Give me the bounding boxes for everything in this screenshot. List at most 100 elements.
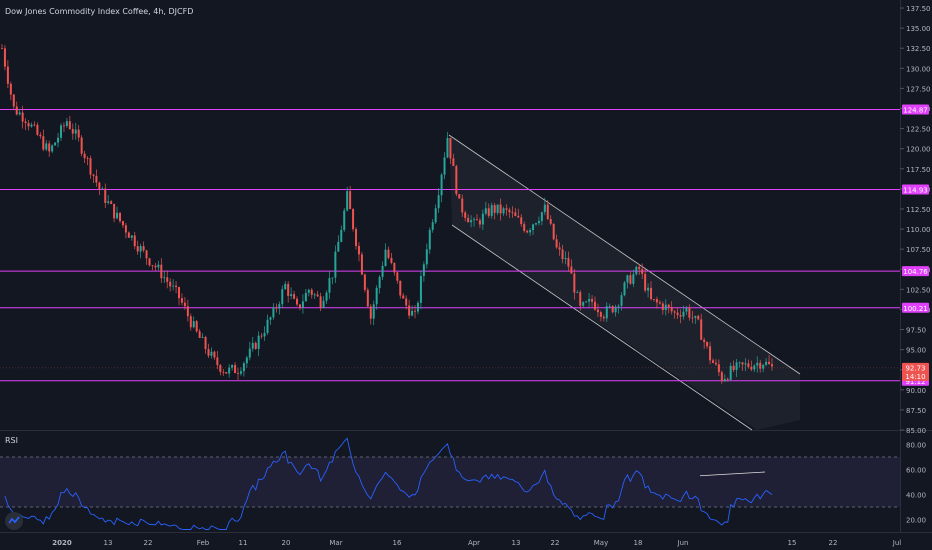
candle-body [163,277,166,279]
candle-body [617,305,620,307]
candle-body [104,188,107,203]
candle-body [1,48,3,50]
time-tick-label: 13 [104,539,113,547]
candle-body [254,342,257,349]
candle-body [732,365,735,371]
candle-body [602,316,605,319]
price-tick-label: 95.00 [906,347,926,355]
rsi-tick-label: 20.00 [906,517,926,525]
price-tick-label: 97.50 [906,327,926,335]
candle-body [151,265,154,267]
candle-body [555,239,558,248]
candle-body [685,307,688,312]
candle-body [154,265,157,268]
candle-body [750,366,753,370]
candle-body [611,306,614,313]
candle-body [169,281,172,287]
candle-body [676,312,679,316]
candle-body [360,254,363,275]
current-price-tag [902,362,929,381]
candle-body [284,283,287,290]
candle-body [484,208,487,214]
candle-body [626,275,629,283]
candle-body [771,364,773,367]
candle-body [729,365,732,380]
candle-body [396,272,399,281]
candle-body [107,201,110,203]
candle-body [467,217,470,223]
candle-body [57,137,60,143]
candle-body [219,365,222,372]
candle-body [635,266,638,275]
candle-body [349,191,352,210]
candle-body [287,283,290,296]
candle-body [18,112,21,115]
candle-body [744,363,747,365]
current-price-label: 92.73 [905,364,925,372]
candle-body [446,137,449,158]
candle-body [461,198,464,213]
candle-body [363,274,366,290]
time-tick-label: 11 [239,539,248,547]
candle-body [65,121,68,126]
candle-body [127,232,130,238]
candle-body [6,66,9,84]
candle-body [720,372,723,382]
candle-body [543,204,546,213]
candle-body [74,129,77,134]
tradingview-logo-icon[interactable] [5,512,23,530]
candle-body [145,250,148,259]
candle-body [225,372,228,374]
candle-body [204,337,207,350]
candle-body [573,273,576,293]
candle-body [372,304,375,319]
candle-body [68,121,71,129]
candle-body [387,249,390,258]
candle-body [561,249,564,260]
candle-body [142,246,145,251]
candle-body [60,125,63,138]
candle-body [340,229,343,242]
candle-body [121,221,124,226]
candle-body [558,247,561,250]
candle-body [310,289,313,295]
price-tick-label: 135.00 [906,25,931,33]
candle-body [667,304,670,307]
candle-body [552,223,555,240]
candle-body [343,210,346,230]
time-tick-label: Apr [468,539,480,547]
candle-body [670,306,673,312]
candle-body [251,342,254,349]
candle-body [614,306,617,313]
time-tick-label: Jul [892,539,902,547]
candle-body [711,360,714,363]
candle-body [86,158,89,159]
candle-body [313,294,316,296]
candle-body [735,362,738,371]
candle-body [30,124,33,127]
candle-body [703,339,706,342]
price-tick-label: 130.00 [906,65,931,73]
price-tick-label: 87.50 [906,407,926,415]
price-level-label: 124.87 [903,107,928,115]
candle-body [92,174,95,176]
candle-body [89,158,92,175]
candle-body [576,292,579,293]
candle-body [470,220,473,223]
candle-body [700,319,703,340]
candle-body [183,302,186,307]
candle-body [293,294,296,299]
candle-body [620,295,623,306]
price-level-label: 100.21 [903,305,928,313]
candle-body [434,208,437,223]
candle-body [390,257,393,263]
candle-body [337,241,340,252]
candle-body [198,331,201,338]
candle-body [157,264,160,268]
candle-body [307,289,310,293]
candle-body [517,215,520,218]
candle-body [765,361,768,365]
candle-body [33,124,36,126]
candle-body [514,212,517,216]
